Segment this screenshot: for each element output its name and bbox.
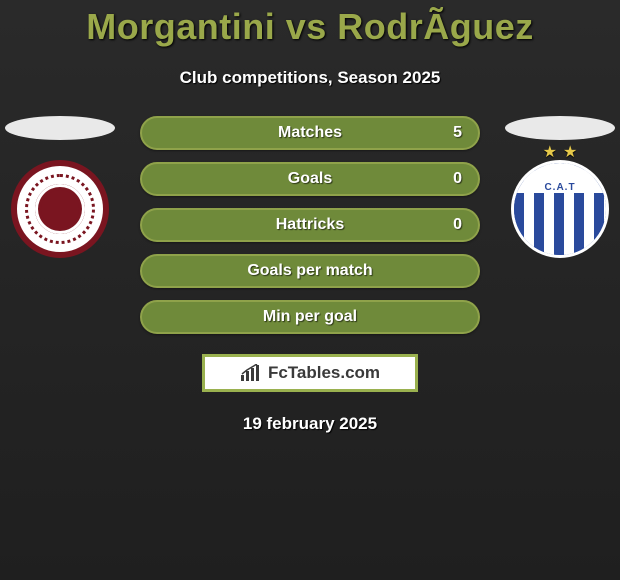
page-root: Morgantini vs RodrÃ­guez Club competitio…: [0, 0, 620, 580]
left-club-badge-ring: [25, 174, 95, 244]
stat-label: Min per goal: [263, 308, 357, 326]
stat-label: Goals: [288, 170, 332, 188]
stats-column: Matches 5 Goals 0 Hattricks 0 Goals per …: [140, 116, 480, 334]
right-club-badge: C.A.T: [511, 160, 609, 258]
left-club-badge: [11, 160, 109, 258]
right-column: ★ ★ C.A.T: [500, 116, 620, 258]
stat-label: Matches: [278, 124, 342, 142]
left-club-badge-core: [35, 184, 85, 234]
main-row: Matches 5 Goals 0 Hattricks 0 Goals per …: [0, 116, 620, 334]
stat-bar-goals-per-match: Goals per match: [140, 254, 480, 288]
page-title: Morgantini vs RodrÃ­guez: [0, 6, 620, 48]
star-icon: ★: [563, 142, 577, 162]
stat-bar-goals: Goals 0: [140, 162, 480, 196]
right-club-stars: ★ ★: [511, 142, 609, 162]
stat-value: 0: [453, 170, 462, 188]
stat-value: 5: [453, 124, 462, 142]
brand-text: FcTables.com: [268, 363, 380, 383]
right-club-wrap: ★ ★ C.A.T: [511, 160, 609, 258]
stat-label: Hattricks: [276, 216, 344, 234]
bar-chart-icon: [240, 364, 262, 382]
right-club-badge-text: C.A.T: [514, 163, 606, 193]
stat-label: Goals per match: [247, 262, 372, 280]
brand-box[interactable]: FcTables.com: [202, 354, 418, 392]
right-player-avatar-placeholder: [505, 116, 615, 140]
star-icon: ★: [543, 142, 557, 162]
footer-date: 19 february 2025: [0, 414, 620, 434]
stat-value: 0: [453, 216, 462, 234]
page-subtitle: Club competitions, Season 2025: [0, 68, 620, 88]
stat-bar-hattricks: Hattricks 0: [140, 208, 480, 242]
left-player-avatar-placeholder: [5, 116, 115, 140]
stat-bar-matches: Matches 5: [140, 116, 480, 150]
stat-bar-min-per-goal: Min per goal: [140, 300, 480, 334]
left-column: [0, 116, 120, 258]
